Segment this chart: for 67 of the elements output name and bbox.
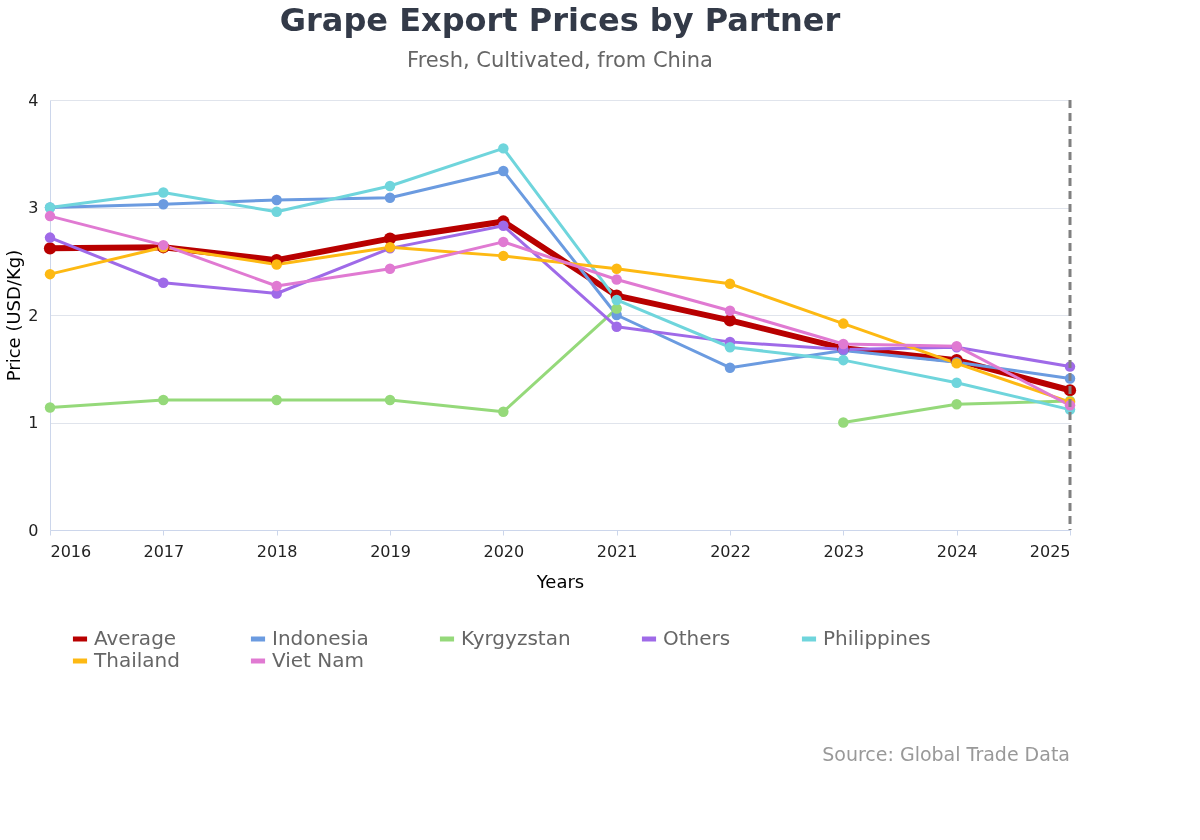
point (724, 342, 736, 353)
x-tick-label: 2016 (50, 541, 92, 561)
point (724, 278, 736, 290)
point (951, 377, 962, 388)
x-axis-title: Years (535, 570, 585, 592)
legend-label: Viet Nam (272, 648, 365, 672)
point (611, 303, 622, 314)
point (498, 406, 509, 417)
point (611, 263, 622, 275)
point (838, 318, 849, 329)
point (44, 210, 56, 222)
point (158, 394, 169, 406)
point (498, 143, 509, 154)
point (838, 417, 849, 428)
point (271, 280, 282, 292)
point (384, 180, 396, 192)
x-tick-label: 2021 (596, 541, 638, 561)
x-tick-label: 2024 (936, 541, 978, 561)
point (271, 394, 282, 406)
point (724, 362, 736, 373)
x-tick-label: 2020 (483, 541, 525, 561)
point (611, 294, 622, 306)
y-tick-label: 4 (28, 90, 39, 110)
x-tick-label: 2019 (370, 541, 411, 561)
point (723, 314, 737, 327)
chart-subtitle: Fresh, Cultivated, from China (407, 48, 713, 72)
y-tick-label: 0 (28, 520, 39, 540)
x-tick-label: 2018 (256, 541, 298, 561)
legend-label: Kyrgyzstan (461, 626, 571, 650)
point (498, 236, 509, 248)
point (271, 259, 282, 270)
point (611, 321, 622, 333)
point (158, 187, 169, 198)
point (158, 199, 169, 210)
legend-label: Thailand (93, 648, 180, 672)
chart-title: Grape Export Prices by Partner (279, 1, 841, 39)
y-axis-title: Price (USD/Kg) (3, 249, 25, 382)
point (838, 354, 849, 366)
point (271, 194, 282, 206)
legend-label: Philippines (823, 626, 931, 650)
y-tick-label: 2 (28, 305, 39, 325)
point (44, 402, 56, 413)
point (44, 232, 56, 243)
legend-label: Average (94, 626, 177, 650)
point (384, 394, 396, 406)
point (384, 263, 396, 275)
point (724, 305, 736, 316)
point (498, 250, 509, 262)
point (43, 242, 57, 255)
point (951, 398, 962, 410)
point (271, 206, 282, 218)
point (498, 220, 509, 232)
y-tick-label: 1 (28, 413, 39, 432)
point (498, 165, 509, 177)
point (158, 277, 169, 288)
y-tick-label: 3 (28, 198, 39, 217)
point (611, 274, 622, 285)
point (44, 268, 56, 280)
x-tick-label: 2025 (1029, 541, 1071, 561)
point (384, 192, 396, 204)
source-note: Source: Global Trade Data (822, 743, 1070, 765)
legend-label: Indonesia (272, 626, 369, 650)
point (838, 338, 849, 350)
x-tick-label: 2023 (823, 541, 865, 561)
legend-label: Others (663, 626, 731, 650)
x-tick-label: 2022 (710, 541, 751, 561)
x-tick-label: 2017 (143, 541, 185, 561)
